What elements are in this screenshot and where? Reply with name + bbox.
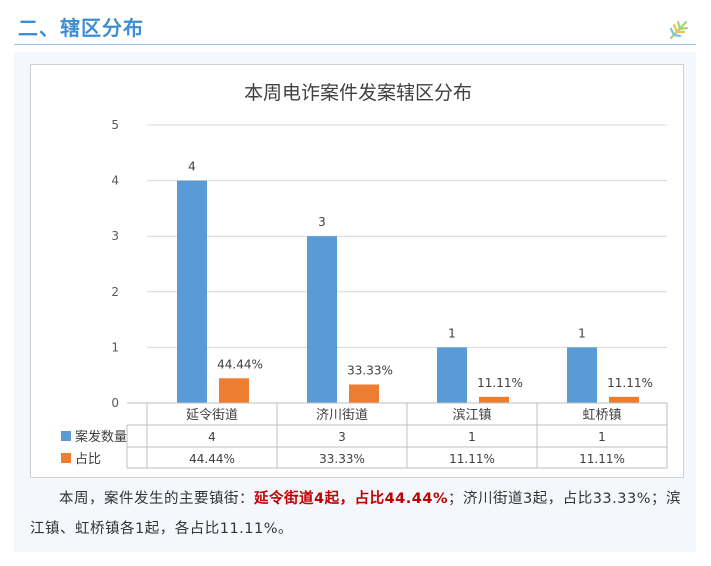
summary-text: 本周，案件发生的主要镇街：延令街道4起，占比44.44%；济川街道3起，占比33… (30, 484, 684, 544)
bar-ratio (219, 378, 249, 403)
y-tick-label: 3 (111, 229, 119, 243)
content-panel: 本周电诈案件发案辖区分布 0 1 2 3 4 5 4 44.44% 3 33.33% 1 11.11% 1… (14, 52, 696, 552)
x-category-label: 滨江镇 (452, 407, 491, 423)
table-cell-count: 4 (208, 430, 216, 444)
data-label-ratio: 11.11% (477, 376, 523, 390)
y-tick-label: 1 (111, 340, 119, 354)
summary-lead: 本周，案件发生的主要镇街： (59, 491, 254, 507)
section-header: 二、辖区分布 (14, 0, 696, 45)
table-cell-ratio: 11.11% (449, 452, 495, 466)
table-cell-ratio: 33.33% (319, 452, 365, 466)
bar-ratio (479, 396, 509, 403)
y-tick-label: 2 (111, 285, 119, 299)
data-label-count: 4 (188, 160, 196, 174)
table-cell-count: 3 (338, 430, 346, 444)
legend-swatch-ratio (61, 453, 71, 463)
bar-count (177, 180, 207, 403)
y-tick-label: 5 (111, 118, 119, 132)
data-label-ratio: 33.33% (347, 363, 393, 377)
x-category-label: 虹桥镇 (582, 408, 621, 423)
summary-separator: ； (447, 491, 463, 507)
bar-chart: 本周电诈案件发案辖区分布 0 1 2 3 4 5 4 44.44% 3 33.33% 1 11.11% 1… (61, 82, 668, 469)
y-tick-label: 4 (111, 174, 119, 188)
table-cell-count: 1 (598, 430, 606, 444)
data-label-count: 1 (578, 326, 586, 340)
x-category-label: 延令街道 (186, 408, 238, 423)
summary-rest: 济川街道3起，占比33.33%；滨江镇、虹桥镇各1起，各占比11.11%。 (30, 491, 681, 537)
legend-label-count: 案发数量 (75, 429, 127, 445)
section-title: 二、辖区分布 (18, 16, 144, 40)
chart-title: 本周电诈案件发案辖区分布 (244, 82, 472, 104)
summary-highlight: 延令街道4起，占比44.44% (254, 491, 448, 507)
x-category-label: 济川街道 (316, 408, 368, 423)
legend-swatch-count (61, 431, 71, 441)
table-cell-count: 1 (468, 430, 476, 444)
chart-container: 本周电诈案件发案辖区分布 0 1 2 3 4 5 4 44.44% 3 33.33% 1 11.11% 1… (30, 64, 684, 478)
bar-ratio (609, 396, 639, 403)
bar-count (437, 347, 467, 403)
table-cell-ratio: 44.44% (189, 452, 235, 466)
data-label-ratio: 11.11% (607, 376, 653, 390)
bar-count (307, 236, 337, 403)
bar-count (567, 347, 597, 403)
table-cell-ratio: 11.11% (579, 452, 625, 466)
data-label-count: 3 (318, 215, 326, 229)
y-tick-label: 0 (111, 396, 119, 410)
data-label-count: 1 (448, 326, 456, 340)
data-label-ratio: 44.44% (217, 357, 263, 371)
bar-ratio (349, 384, 379, 403)
legend-label-ratio: 占比 (75, 452, 101, 467)
leaf-icon (669, 20, 689, 40)
